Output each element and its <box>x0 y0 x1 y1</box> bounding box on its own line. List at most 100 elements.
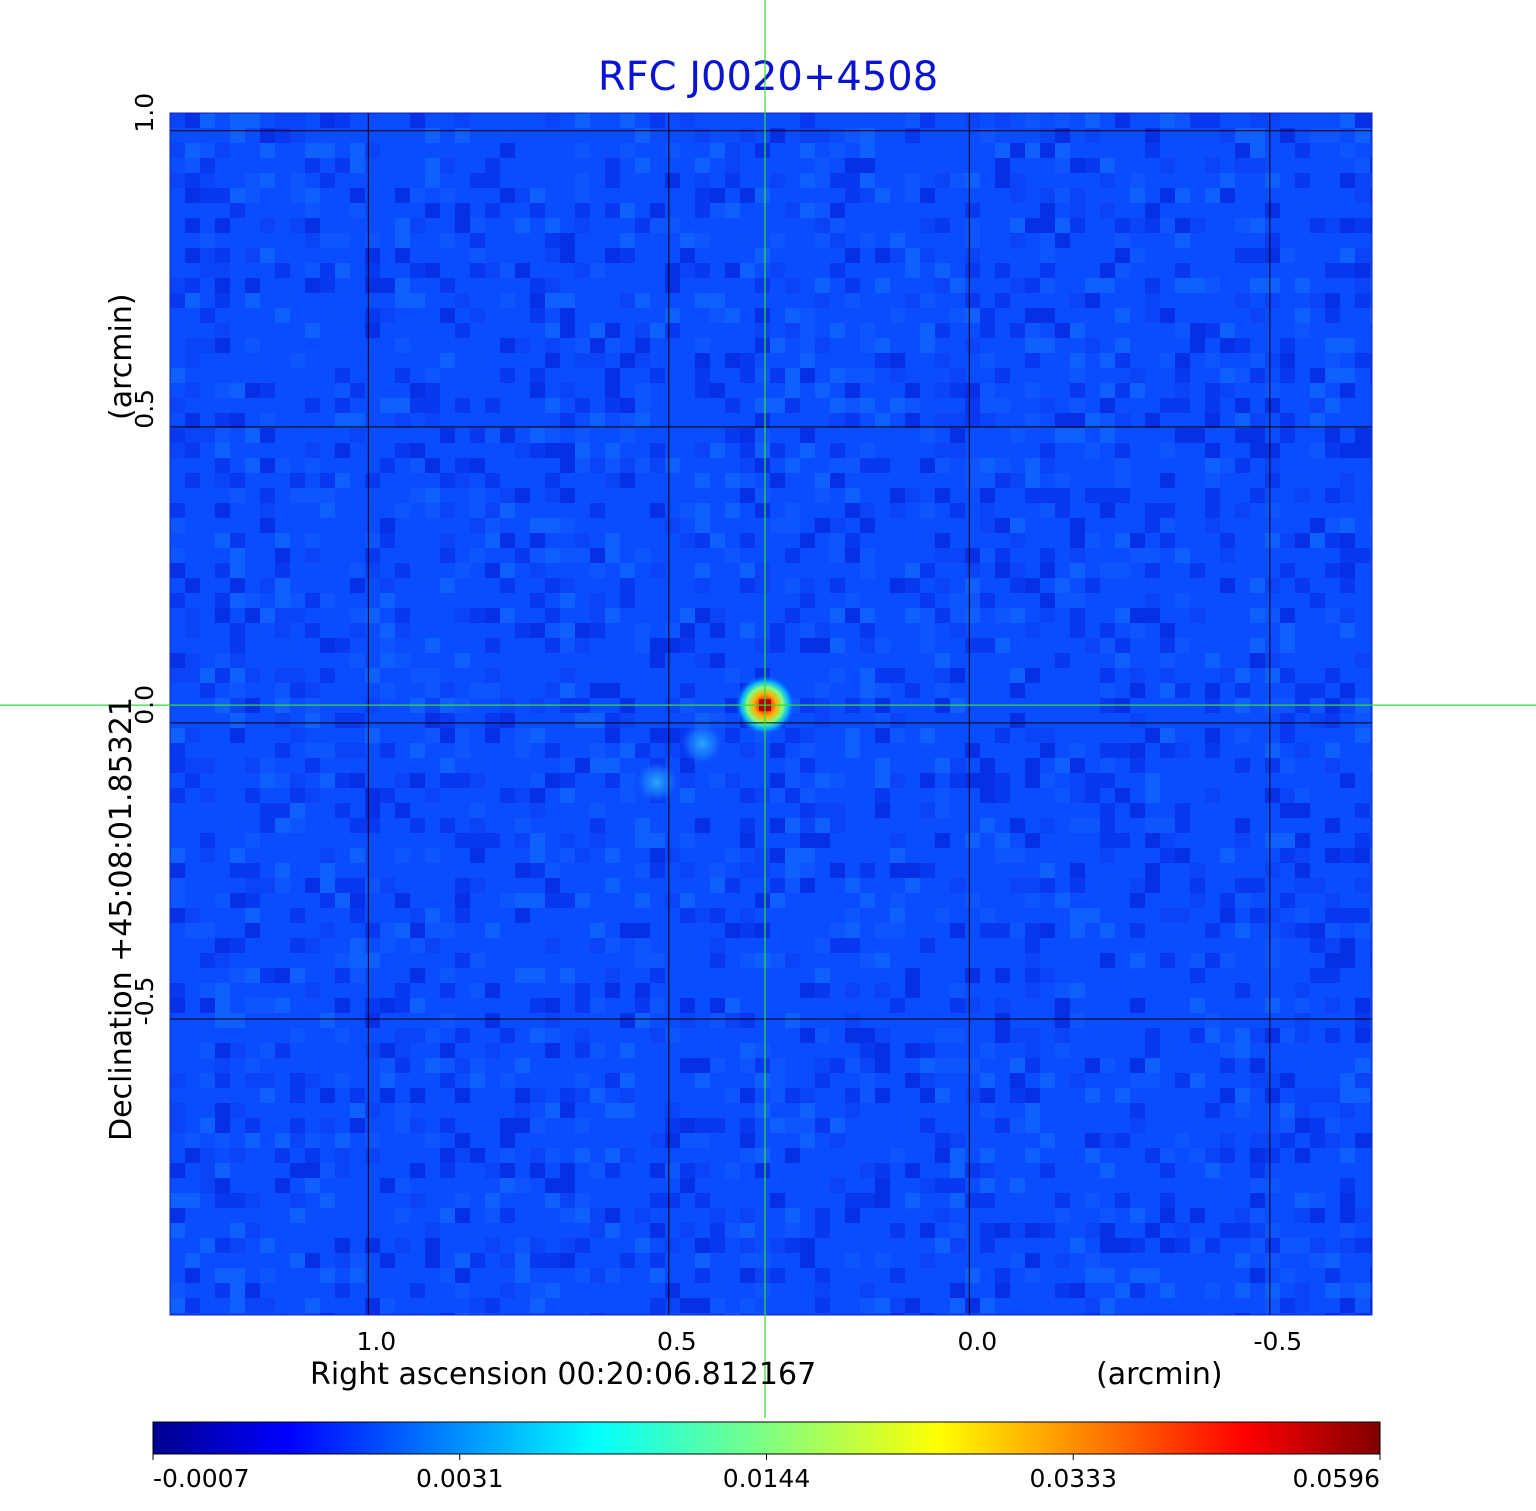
noise-pixel <box>470 818 485 833</box>
noise-pixel <box>1025 323 1040 338</box>
noise-pixel <box>590 833 605 848</box>
noise-pixel <box>965 743 980 758</box>
noise-pixel <box>365 998 380 1013</box>
noise-pixel <box>1130 893 1145 908</box>
noise-pixel <box>920 1043 935 1058</box>
noise-pixel <box>785 848 800 863</box>
noise-pixel <box>485 398 500 413</box>
noise-pixel <box>215 1013 230 1028</box>
noise-pixel <box>335 773 350 788</box>
noise-pixel <box>995 1283 1010 1298</box>
noise-pixel <box>920 773 935 788</box>
noise-pixel <box>1040 863 1055 878</box>
noise-pixel <box>950 1238 965 1253</box>
noise-pixel <box>1010 1058 1025 1073</box>
noise-pixel <box>1220 1133 1235 1148</box>
noise-pixel <box>740 1058 755 1073</box>
noise-pixel <box>1220 1148 1235 1163</box>
noise-pixel <box>245 833 260 848</box>
noise-pixel <box>1115 638 1130 653</box>
noise-pixel <box>785 608 800 623</box>
noise-pixel <box>470 578 485 593</box>
noise-pixel <box>935 578 950 593</box>
noise-pixel <box>920 323 935 338</box>
noise-pixel <box>275 638 290 653</box>
noise-pixel <box>365 248 380 263</box>
noise-pixel <box>965 158 980 173</box>
noise-pixel <box>590 938 605 953</box>
noise-pixel <box>785 1208 800 1223</box>
noise-pixel <box>710 1193 725 1208</box>
noise-pixel <box>1265 113 1280 128</box>
noise-pixel <box>245 188 260 203</box>
noise-pixel <box>890 398 905 413</box>
noise-pixel <box>1205 1313 1220 1315</box>
noise-pixel <box>710 1238 725 1253</box>
noise-pixel <box>245 1058 260 1073</box>
noise-pixel <box>305 578 320 593</box>
noise-pixel <box>695 1043 710 1058</box>
noise-pixel <box>620 983 635 998</box>
noise-pixel <box>320 473 335 488</box>
noise-pixel <box>1175 938 1190 953</box>
noise-pixel <box>1310 593 1325 608</box>
noise-pixel <box>1100 428 1115 443</box>
noise-pixel <box>1055 323 1070 338</box>
noise-pixel <box>560 383 575 398</box>
noise-pixel <box>830 578 845 593</box>
noise-pixel <box>755 953 770 968</box>
noise-pixel <box>470 1313 485 1315</box>
noise-pixel <box>500 338 515 353</box>
noise-pixel <box>620 458 635 473</box>
noise-pixel <box>1130 668 1145 683</box>
noise-pixel <box>740 863 755 878</box>
noise-pixel <box>845 413 860 428</box>
noise-pixel <box>1220 368 1235 383</box>
noise-pixel <box>560 758 575 773</box>
noise-pixel <box>1325 1133 1340 1148</box>
noise-pixel <box>875 113 890 128</box>
noise-pixel <box>305 1148 320 1163</box>
noise-pixel <box>305 1133 320 1148</box>
noise-pixel <box>1010 1283 1025 1298</box>
noise-pixel <box>410 1028 425 1043</box>
noise-pixel <box>365 788 380 803</box>
noise-pixel <box>320 743 335 758</box>
noise-pixel <box>905 188 920 203</box>
noise-pixel <box>170 293 185 308</box>
noise-pixel <box>1310 1088 1325 1103</box>
noise-pixel <box>320 1268 335 1283</box>
noise-pixel <box>170 998 185 1013</box>
noise-pixel <box>980 128 995 143</box>
noise-pixel <box>635 953 650 968</box>
noise-pixel <box>605 1223 620 1238</box>
noise-pixel <box>1025 623 1040 638</box>
noise-pixel <box>830 1133 845 1148</box>
noise-pixel <box>530 383 545 398</box>
noise-pixel <box>995 728 1010 743</box>
noise-pixel <box>455 323 470 338</box>
noise-pixel <box>800 1148 815 1163</box>
noise-pixel <box>770 488 785 503</box>
noise-pixel <box>1250 1133 1265 1148</box>
noise-pixel <box>830 533 845 548</box>
noise-pixel <box>455 1028 470 1043</box>
noise-pixel <box>755 1253 770 1268</box>
noise-pixel <box>650 1133 665 1148</box>
noise-pixel <box>335 893 350 908</box>
noise-pixel <box>185 143 200 158</box>
noise-pixel <box>335 113 350 128</box>
noise-pixel <box>890 503 905 518</box>
noise-pixel <box>170 563 185 578</box>
noise-pixel <box>1220 383 1235 398</box>
noise-pixel <box>1265 278 1280 293</box>
noise-pixel <box>1115 488 1130 503</box>
noise-pixel <box>395 293 410 308</box>
noise-pixel <box>320 1088 335 1103</box>
noise-pixel <box>1220 713 1235 728</box>
noise-pixel <box>1040 278 1055 293</box>
noise-pixel <box>290 1058 305 1073</box>
noise-pixel <box>1355 218 1370 233</box>
noise-pixel <box>845 593 860 608</box>
noise-pixel <box>260 488 275 503</box>
